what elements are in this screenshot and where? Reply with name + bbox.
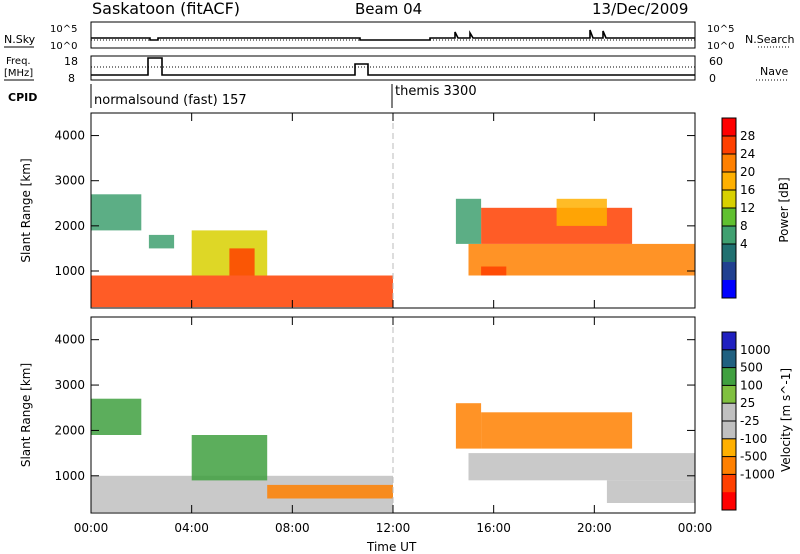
colorbar-swatch bbox=[722, 385, 736, 404]
nsky-label: N.Sky bbox=[4, 33, 36, 46]
power-colorbar: 28 24 20 16 12 8 4 Power [dB] bbox=[721, 117, 791, 299]
colorbar-swatch bbox=[722, 208, 736, 227]
colorbar-swatch bbox=[722, 349, 736, 369]
power-colorbar-tick-label: 20 bbox=[740, 165, 755, 179]
colorbar-swatch bbox=[722, 438, 736, 458]
nave-tick-top: 60 bbox=[709, 55, 723, 68]
freq-panel bbox=[90, 55, 696, 81]
velocity-echo-region bbox=[606, 480, 695, 503]
power-echo-region bbox=[229, 248, 255, 276]
x-tick-label: 00:00 bbox=[74, 521, 109, 535]
colorbar-swatch bbox=[722, 118, 736, 137]
power-echo-region bbox=[148, 234, 175, 249]
colorbar-swatch bbox=[722, 172, 736, 191]
nsearch-tick-bottom: 10^0 bbox=[707, 41, 734, 52]
colorbar-swatch bbox=[722, 403, 736, 422]
power-echo-region bbox=[455, 198, 482, 244]
nave-tick-bottom: 0 bbox=[709, 72, 716, 85]
nsky-tick-top: 10^5 bbox=[50, 24, 77, 35]
velocity-echo-region bbox=[267, 484, 393, 499]
freq-tick-bottom: 8 bbox=[68, 72, 75, 85]
x-tick-label: 04:00 bbox=[174, 521, 209, 535]
velocity-echo-region bbox=[455, 403, 482, 449]
y-tick-label: 4000 bbox=[54, 333, 85, 347]
velocity-colorbar: 1000 500 100 25 -25 -100 -500 -1000 Velocity [m … bbox=[721, 331, 793, 511]
velocity-colorbar-tick-label: -1000 bbox=[740, 467, 775, 481]
date-title: 13/Dec/2009 bbox=[592, 0, 688, 18]
velocity-panel: 4000 3000 2000 1000 00:00 04:00 08:00 12:00 16:0… bbox=[19, 316, 713, 535]
colorbar-swatch bbox=[722, 421, 736, 440]
power-echo-region bbox=[556, 198, 607, 226]
nsky-trace bbox=[91, 29, 695, 41]
colorbar-swatch bbox=[722, 492, 736, 511]
power-colorbar-tick-label: 4 bbox=[740, 237, 748, 251]
velocity-colorbar-tick-label: 1000 bbox=[740, 343, 771, 357]
colorbar-swatch bbox=[722, 367, 736, 386]
cpid-label: CPID bbox=[8, 91, 37, 104]
power-colorbar-tick-label: 16 bbox=[740, 183, 755, 197]
power-colorbar-tick-label: 24 bbox=[740, 147, 755, 161]
site-title: Saskatoon (fitACF) bbox=[92, 0, 240, 18]
velocity-colorbar-tick-label: -100 bbox=[740, 432, 767, 446]
power-colorbar-tick-label: 8 bbox=[740, 219, 748, 233]
cpid-segment-2: themis 3300 bbox=[395, 84, 477, 99]
x-tick-label: 16:00 bbox=[476, 521, 511, 535]
colorbar-swatch bbox=[722, 190, 736, 209]
power-echo-region bbox=[91, 275, 393, 308]
power-panel: 4000 3000 2000 1000 Slant Range [km] bbox=[19, 112, 696, 309]
colorbar-swatch bbox=[722, 456, 736, 475]
velocity-colorbar-tick-label: 25 bbox=[740, 396, 755, 410]
x-tick-label: 20:00 bbox=[577, 521, 612, 535]
freq-label-2: [MHz] bbox=[4, 68, 33, 79]
y-axis-label: Slant Range [km] bbox=[19, 158, 33, 262]
cpid-segment-1: normalsound (fast) 157 bbox=[94, 93, 247, 108]
power-echo-region bbox=[481, 266, 507, 276]
velocity-echo-region bbox=[191, 435, 268, 481]
y-tick-label: 3000 bbox=[54, 174, 85, 188]
nsky-panel bbox=[90, 21, 696, 49]
freq-label-1: Freq. bbox=[6, 56, 31, 67]
y-tick-label: 4000 bbox=[54, 129, 85, 143]
colorbar-swatch bbox=[722, 332, 736, 351]
colorbar-swatch bbox=[722, 226, 736, 245]
freq-tick-top: 18 bbox=[64, 55, 78, 68]
y-tick-label: 2000 bbox=[54, 423, 85, 437]
velocity-echo-region bbox=[91, 398, 142, 435]
colorbar-swatch bbox=[722, 244, 736, 263]
colorbar-swatch bbox=[722, 262, 736, 281]
y-axis-label: Slant Range [km] bbox=[19, 363, 33, 467]
x-axis-label: Time UT bbox=[366, 540, 417, 554]
nsky-tick-bottom: 10^0 bbox=[50, 41, 77, 52]
colorbar-swatch bbox=[722, 154, 736, 173]
power-colorbar-tick-label: 28 bbox=[740, 129, 755, 143]
nsearch-label: N.Search bbox=[745, 33, 795, 46]
y-tick-label: 1000 bbox=[54, 264, 85, 278]
velocity-echo-region bbox=[468, 453, 695, 481]
x-tick-label: 00:00 bbox=[678, 521, 713, 535]
nave-label: Nave bbox=[760, 65, 788, 78]
nsearch-tick-top: 10^5 bbox=[707, 24, 734, 35]
colorbar-swatch bbox=[722, 474, 736, 493]
power-colorbar-label: Power [dB] bbox=[777, 177, 791, 242]
velocity-colorbar-tick-label: -25 bbox=[740, 414, 760, 428]
y-tick-label: 1000 bbox=[54, 469, 85, 483]
power-echo-region bbox=[91, 194, 142, 231]
velocity-colorbar-tick-label: 500 bbox=[740, 361, 763, 375]
velocity-colorbar-tick-label: 100 bbox=[740, 378, 763, 392]
velocity-echo-region bbox=[481, 412, 633, 449]
beam-title: Beam 04 bbox=[355, 0, 422, 18]
velocity-colorbar-label: Velocity [m s^-1] bbox=[779, 368, 793, 472]
colorbar-swatch bbox=[722, 136, 736, 155]
x-tick-label: 12:00 bbox=[376, 521, 411, 535]
colorbar-swatch bbox=[722, 280, 736, 299]
velocity-colorbar-tick-label: -500 bbox=[740, 450, 767, 464]
power-colorbar-tick-label: 12 bbox=[740, 201, 755, 215]
y-tick-label: 3000 bbox=[54, 378, 85, 392]
x-tick-label: 08:00 bbox=[275, 521, 310, 535]
y-tick-label: 2000 bbox=[54, 219, 85, 233]
